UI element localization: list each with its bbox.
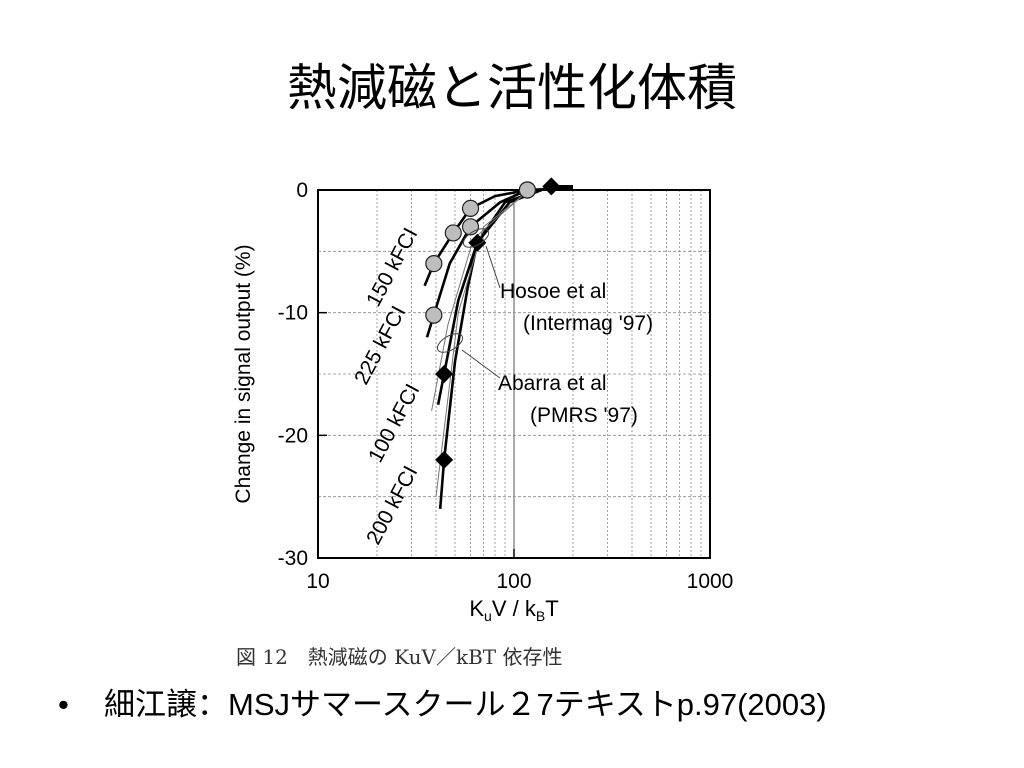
x-tick-label: 100	[496, 570, 531, 593]
x-axis-label: KuV / kBT	[469, 596, 558, 624]
annotation-abarra-2: (PMRS '97)	[530, 404, 638, 427]
y-tick-label: -30	[278, 547, 308, 570]
y-axis-label: Change in signal output (%)	[232, 244, 255, 503]
x-axis-label-end: T	[545, 596, 558, 621]
data-point-225-kfci	[425, 306, 443, 324]
annotation-hosoe-2: (Intermag '97)	[523, 312, 653, 335]
figure: 10 100 1000 0 -10 -20 -30 Hosoe et al (Interma…	[218, 168, 778, 678]
data-point-150-kfci	[461, 199, 480, 218]
bullet-text: 細江譲：MSJサマースクール２7テキストp.97(2003)	[104, 687, 827, 722]
slide-title: 熱減磁と活性化体積	[287, 59, 737, 117]
bullet-dot-icon: •	[58, 687, 69, 722]
y-tick-label: 0	[296, 179, 308, 202]
chart-svg: 10 100 1000 0 -10 -20 -30 Hosoe et al (Interma…	[232, 177, 734, 669]
x-axis-label-k: K	[469, 596, 484, 621]
y-tick-label: -10	[278, 302, 308, 325]
bullet-item: • 細江譲：MSJサマースクール２7テキストp.97(2003)	[58, 683, 998, 727]
x-tick-label: 10	[306, 570, 329, 593]
data-point-150-kfci	[444, 224, 462, 242]
annotation-hosoe-1: Hosoe et al	[500, 280, 606, 303]
y-tick-label: -20	[278, 424, 308, 447]
axis-ticks: 10 100 1000 0 -10 -20 -30	[278, 179, 734, 593]
data-point-200-kfci	[542, 177, 561, 196]
x-axis-label-sub-b: B	[536, 608, 545, 624]
data-point-225-kfci	[518, 181, 536, 199]
annotation-abarra-1: Abarra et al	[498, 372, 607, 395]
data-point-100-kfci	[435, 365, 454, 383]
x-tick-label: 1000	[687, 570, 734, 593]
annotation-leaders	[436, 228, 501, 379]
series-markers	[425, 177, 561, 469]
data-point-200-kfci	[435, 450, 454, 469]
data-point-200-kfci	[468, 233, 487, 252]
reference-curve	[431, 195, 523, 411]
data-point-150-kfci	[425, 254, 443, 273]
data-point-225-kfci	[461, 218, 480, 236]
figure-caption: 図 12 熱減磁の KuV／kBT 依存性	[236, 645, 563, 669]
x-axis-label-sub-u: u	[484, 608, 492, 624]
reference-curve	[435, 189, 530, 497]
x-axis-label-mid: V / k	[492, 596, 537, 621]
